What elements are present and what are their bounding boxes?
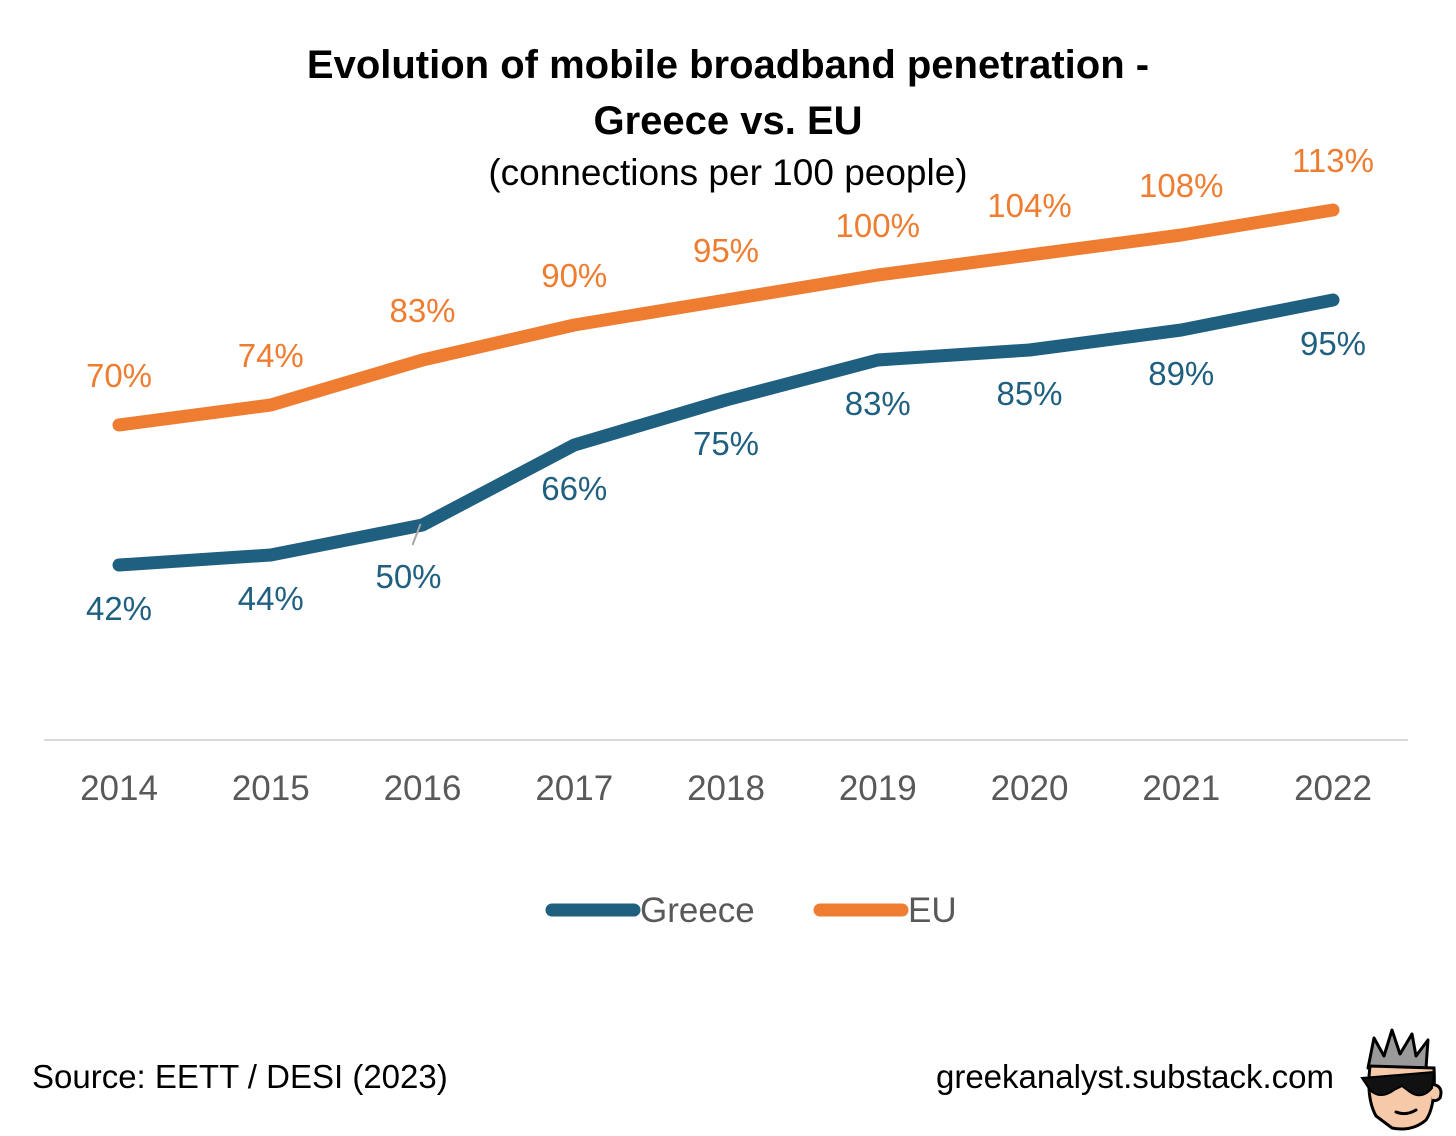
- series-lines: [112, 203, 1340, 572]
- chart-title-line-2: Greece vs. EU: [593, 99, 862, 143]
- x-axis-ticks: 2014 2015 2016 2017 2018 2019 2020 2021 2022: [80, 769, 1372, 808]
- data-label-greece: 83%: [845, 385, 911, 422]
- data-label-greece: 66%: [541, 470, 607, 507]
- data-label-greece: 42%: [86, 590, 152, 627]
- x-tick-label: 2016: [384, 769, 462, 808]
- data-label-eu: 95%: [693, 232, 759, 269]
- x-tick-label: 2019: [839, 769, 917, 808]
- chart-subtitle: (connections per 100 people): [488, 152, 967, 193]
- data-label-eu: 83%: [389, 292, 455, 329]
- data-label-greece: 85%: [996, 375, 1062, 412]
- series-line-eu: [112, 203, 1340, 432]
- data-label-greece: 44%: [238, 580, 304, 617]
- data-label-greece: 50%: [375, 558, 441, 595]
- site-url: greekanalyst.substack.com: [936, 1058, 1334, 1095]
- x-tick-label: 2017: [535, 769, 613, 808]
- chart-title-line-1: Evolution of mobile broadband penetratio…: [307, 43, 1149, 87]
- data-label-eu: 70%: [86, 357, 152, 394]
- legend-label-eu: EU: [908, 891, 957, 930]
- x-tick-label: 2018: [687, 769, 765, 808]
- data-label-greece: 89%: [1148, 355, 1214, 392]
- data-label-eu: 108%: [1139, 167, 1223, 204]
- data-label-eu: 104%: [987, 187, 1071, 224]
- x-tick-label: 2022: [1294, 769, 1372, 808]
- legend-label-greece: Greece: [640, 891, 755, 930]
- series-line-greece: [112, 293, 1340, 572]
- x-tick-label: 2015: [232, 769, 310, 808]
- x-tick-label: 2021: [1142, 769, 1220, 808]
- x-tick-label: 2014: [80, 769, 158, 808]
- legend: Greece EU: [545, 891, 957, 930]
- data-labels: 42% 44% 50% 66% 75% 83% 85% 89% 95% 70% 74% 83% 90% 9…: [86, 142, 1374, 627]
- data-label-eu: 100%: [836, 207, 920, 244]
- label-leader-line: [411, 523, 422, 546]
- data-label-greece: 95%: [1300, 325, 1366, 362]
- data-label-greece: 75%: [693, 425, 759, 462]
- x-tick-label: 2020: [991, 769, 1069, 808]
- sunglasses-avatar-icon: [1360, 1028, 1443, 1131]
- source-text: Source: EETT / DESI (2023): [32, 1058, 448, 1095]
- data-label-eu: 74%: [238, 337, 304, 374]
- data-label-eu: 90%: [541, 257, 607, 294]
- data-label-eu: 113%: [1292, 142, 1374, 179]
